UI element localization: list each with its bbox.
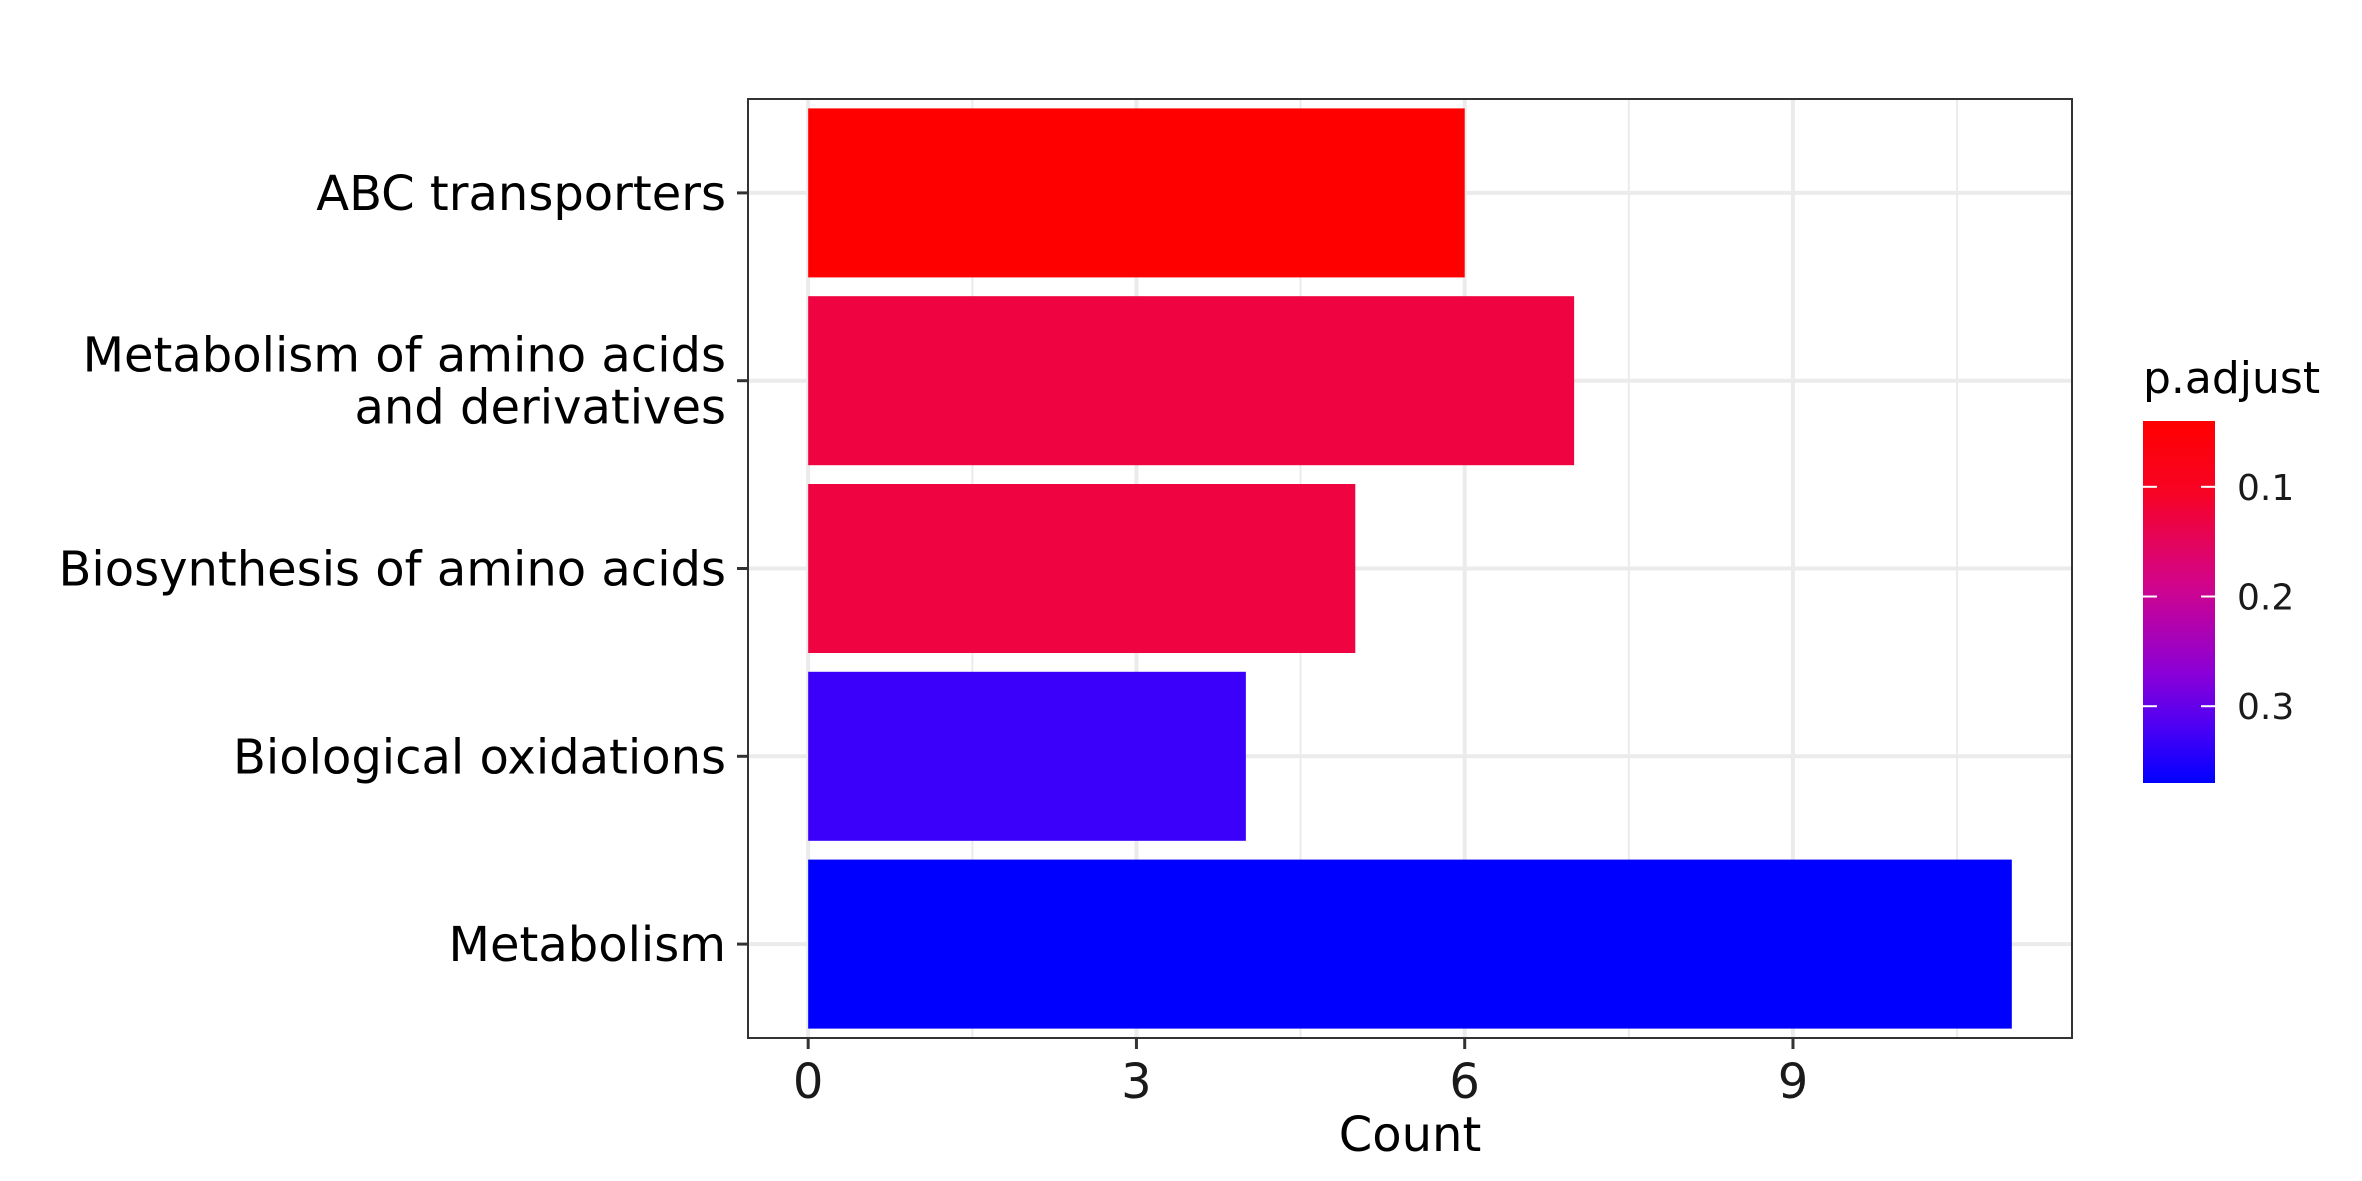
y-tick-label: Metabolism of amino acids and derivatives <box>83 328 726 436</box>
x-tick-label: 3 <box>1121 1054 1152 1110</box>
bars <box>808 108 2012 1029</box>
y-tick-label: Biosynthesis of amino acids <box>58 542 726 598</box>
bar <box>808 483 1356 654</box>
legend-tick-label: 0.1 <box>2237 468 2294 509</box>
x-tick-label: 9 <box>1778 1054 1809 1110</box>
y-tick-label: ABC transporters <box>316 166 726 222</box>
bar <box>808 296 1575 466</box>
legend-colorbar <box>2143 421 2215 783</box>
legend: p.adjust 0.1 0.2 0.3 <box>2143 353 2320 783</box>
y-tick-label: Biological oxidations <box>233 729 726 785</box>
legend-title: p.adjust <box>2143 353 2320 404</box>
x-tick-label: 6 <box>1449 1054 1480 1110</box>
x-axis-title: Count <box>1339 1107 1482 1163</box>
x-axis: 0 3 6 9 <box>793 1038 1808 1110</box>
bar <box>808 671 1246 841</box>
bar <box>808 859 2012 1029</box>
legend-tick-label: 0.3 <box>2237 687 2294 728</box>
x-tick-label: 0 <box>793 1054 824 1110</box>
bar <box>808 108 1465 278</box>
legend-ticks: 0.1 0.2 0.3 <box>2143 468 2294 728</box>
y-tick-label: Metabolism <box>449 917 726 973</box>
y-axis: ABC transporters Metabolism of amino acid… <box>58 166 748 973</box>
legend-tick-label: 0.2 <box>2237 578 2294 619</box>
